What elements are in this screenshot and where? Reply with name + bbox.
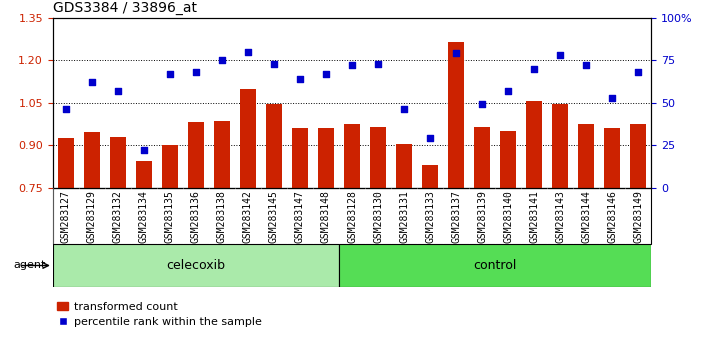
Bar: [630, 124, 646, 188]
Text: GSM283143: GSM283143: [555, 190, 565, 243]
Bar: [318, 128, 334, 188]
Text: GSM283147: GSM283147: [295, 190, 305, 243]
Text: GSM283130: GSM283130: [373, 190, 383, 243]
Point: [112, 88, 123, 93]
Point: [607, 95, 618, 101]
Text: GSM283142: GSM283142: [243, 190, 253, 243]
Bar: [292, 128, 308, 188]
Point: [503, 88, 514, 93]
Bar: [84, 132, 100, 188]
Bar: [604, 128, 620, 188]
Text: GSM283139: GSM283139: [477, 190, 487, 243]
Legend: transformed count, percentile rank within the sample: transformed count, percentile rank withi…: [53, 297, 266, 332]
Point: [294, 76, 306, 82]
Point: [346, 62, 358, 68]
Bar: [214, 121, 230, 188]
Text: GSM283127: GSM283127: [61, 190, 71, 243]
Point: [86, 79, 97, 85]
Bar: [527, 101, 542, 188]
FancyBboxPatch shape: [339, 244, 651, 287]
Bar: [240, 88, 256, 188]
Point: [242, 49, 253, 55]
Text: GSM283136: GSM283136: [191, 190, 201, 243]
Text: GSM283145: GSM283145: [269, 190, 279, 243]
Text: GDS3384 / 33896_at: GDS3384 / 33896_at: [53, 1, 197, 15]
FancyBboxPatch shape: [53, 244, 339, 287]
Bar: [370, 127, 386, 188]
Point: [268, 61, 279, 67]
Text: control: control: [473, 259, 517, 272]
Point: [164, 71, 175, 76]
Bar: [474, 127, 490, 188]
Point: [190, 69, 201, 75]
Bar: [579, 124, 594, 188]
Bar: [448, 42, 464, 188]
Bar: [501, 131, 516, 188]
Point: [138, 147, 149, 153]
Text: GSM283131: GSM283131: [399, 190, 409, 243]
Text: GSM283149: GSM283149: [633, 190, 643, 243]
Point: [60, 107, 71, 112]
Text: GSM283135: GSM283135: [165, 190, 175, 243]
Bar: [188, 122, 203, 188]
Point: [555, 52, 566, 58]
Point: [372, 61, 384, 67]
Point: [581, 62, 592, 68]
Text: GSM283148: GSM283148: [321, 190, 331, 243]
Bar: [422, 165, 438, 188]
Text: GSM283144: GSM283144: [582, 190, 591, 243]
Text: GSM283138: GSM283138: [217, 190, 227, 243]
Bar: [344, 124, 360, 188]
Point: [633, 69, 644, 75]
Point: [529, 66, 540, 72]
Text: GSM283137: GSM283137: [451, 190, 461, 243]
Bar: [396, 144, 412, 188]
Bar: [58, 138, 74, 188]
Text: celecoxib: celecoxib: [166, 259, 225, 272]
Text: GSM283134: GSM283134: [139, 190, 149, 243]
Bar: [553, 104, 568, 188]
Text: agent: agent: [13, 261, 46, 270]
Point: [425, 136, 436, 141]
Text: GSM283146: GSM283146: [607, 190, 617, 243]
Point: [477, 102, 488, 107]
Bar: [136, 161, 151, 188]
Text: GSM283132: GSM283132: [113, 190, 122, 243]
Text: GSM283141: GSM283141: [529, 190, 539, 243]
Text: GSM283128: GSM283128: [347, 190, 357, 243]
Bar: [110, 137, 125, 188]
Point: [216, 57, 227, 63]
Bar: [162, 145, 177, 188]
Bar: [266, 104, 282, 188]
Point: [320, 71, 332, 76]
Point: [398, 107, 410, 112]
Text: GSM283140: GSM283140: [503, 190, 513, 243]
Point: [451, 51, 462, 56]
Text: GSM283133: GSM283133: [425, 190, 435, 243]
Text: GSM283129: GSM283129: [87, 190, 97, 243]
